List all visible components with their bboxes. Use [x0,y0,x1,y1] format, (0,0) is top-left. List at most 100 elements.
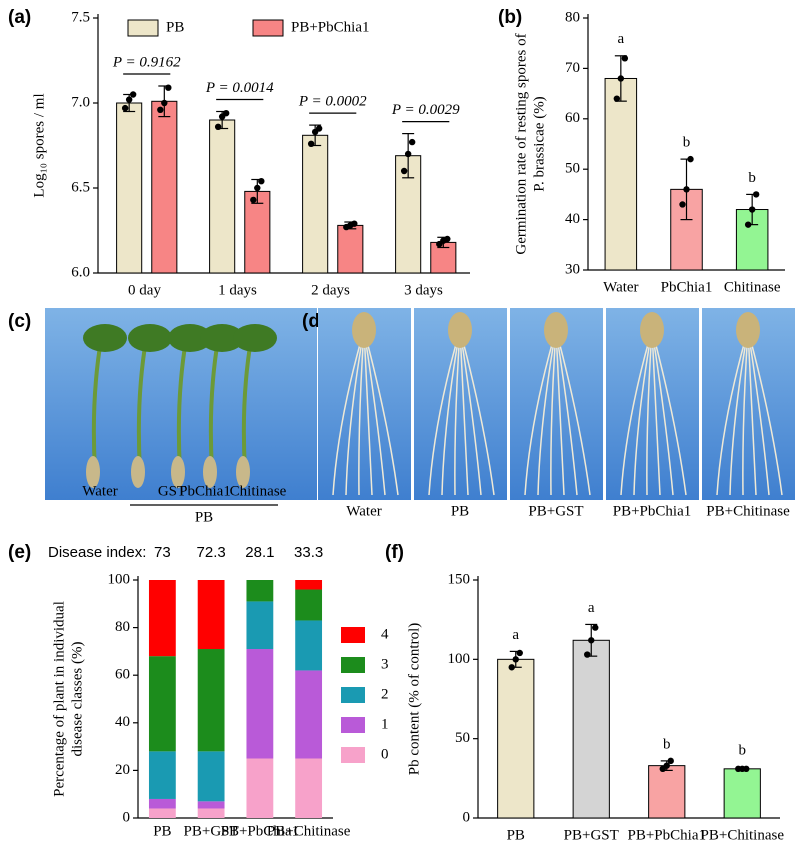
data-point [613,95,621,102]
disease-index: 72.3 [197,544,226,561]
y-tick-label: 100 [448,651,471,667]
data-point [125,96,133,103]
data-point [214,123,222,130]
y-tick-label: 100 [108,571,131,587]
p-value: P = 0.9162 [112,54,181,70]
root [358,329,365,496]
bar-segment [295,620,323,671]
y-tick-label: 50 [565,161,580,177]
bar-segment [148,798,176,809]
plant-leaf [168,324,212,352]
y-tick-label: 6.5 [71,179,90,195]
legend-label: 4 [381,626,389,642]
data-point [748,206,756,213]
x-tick-label: 2 days [311,282,350,298]
bar [604,77,638,271]
root [345,329,365,496]
bar-segment [295,758,323,818]
bar [209,119,236,274]
legend-swatch [341,747,365,763]
data-point [258,178,265,185]
photo-label: GST [158,483,186,499]
bar [337,224,364,274]
plant-leaf [83,324,127,352]
x-tick-label: PB+GST [184,823,239,839]
root [332,329,365,496]
y-tick-label: 80 [565,9,580,25]
root [620,329,653,496]
x-tick-label: PB+GST [564,827,619,843]
photo-label: PbChia1 [179,483,231,499]
root [441,329,461,496]
legend-label: 2 [381,686,389,702]
y-axis-label: P. brassicae (%) [531,96,547,191]
bar-segment [148,751,176,799]
data-point [617,75,625,82]
bar-segment [148,656,176,752]
data-point [444,235,451,243]
significance-letter: a [588,600,595,616]
legend-label: 0 [381,746,389,762]
y-axis-label: Germination rate of resting spores of [513,33,529,254]
data-point [404,150,412,158]
data-point [588,637,595,644]
plant-root [236,456,250,488]
legend-label: PB+PbChia1 [291,19,369,35]
bar [116,102,143,274]
data-point [752,191,760,198]
root-crown [448,312,472,348]
root [459,329,482,496]
bar-segment [295,670,323,759]
root [555,329,565,496]
root-crown [640,312,664,348]
data-point [254,184,261,192]
photo-label: Chitinase [230,483,287,499]
data-point [584,651,591,658]
x-tick-label: 1 days [218,282,257,298]
y-tick-label: 0 [463,809,471,825]
legend-swatch [252,19,284,37]
root [363,329,399,496]
group-label: PB [195,509,213,525]
data-point [512,656,519,663]
panel-label: (c) [8,311,31,332]
data-point [592,624,599,631]
root [646,329,653,496]
y-tick-label: 80 [115,619,130,635]
root [651,329,674,496]
y-tick-label: 6.0 [71,264,90,280]
y-tick-label: 150 [448,571,471,587]
root [651,329,661,496]
root [550,329,557,496]
data-point [121,104,129,112]
x-tick-label: Water [603,279,638,295]
bar [302,134,329,274]
plant-leaf [233,324,277,352]
root-crown [544,312,568,348]
root [459,329,495,496]
y-tick-label: 40 [115,714,130,730]
root-crown [736,312,760,348]
data-point [679,201,686,208]
y-axis-label: Log₁₀ spores / ml [31,93,47,197]
data-point [663,762,670,769]
photo-label: PB+Chitinase [706,503,790,519]
root [729,329,749,496]
root [555,329,591,496]
data-point [250,196,257,204]
x-tick-label: PbChia1 [661,279,713,295]
data-point [315,125,323,132]
legend-swatch [341,657,365,673]
plant-stem [91,339,103,471]
root [633,329,653,496]
bar-segment [148,808,176,818]
y-tick-label: 40 [565,211,580,227]
data-point [165,84,172,91]
data-point [161,99,168,107]
bar-segment [246,601,274,650]
root [363,329,373,496]
plant-leaf [128,324,172,352]
y-tick-label: 60 [115,667,130,683]
plant-stem [208,339,220,471]
x-tick-label: PB [153,823,171,839]
